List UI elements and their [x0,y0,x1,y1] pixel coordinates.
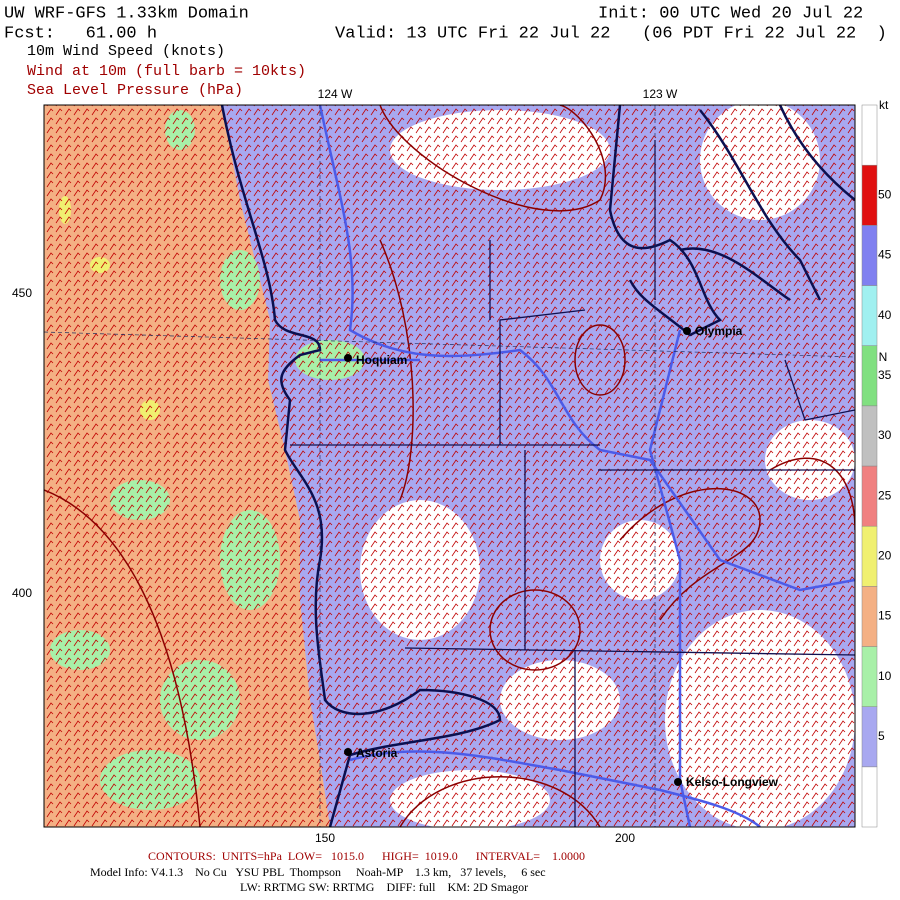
city-markers [344,327,691,786]
model-info: Model Info: V4.1.3 No Cu YSU PBL Thompso… [90,865,546,879]
init-time: Init: 00 UTC Wed 20 Jul 22 [598,4,863,23]
title: UW WRF-GFS 1.33km Domain [4,4,249,23]
colorbar-label: 25 [878,488,892,502]
local-time: (06 PDT Fri 22 Jul 22 ) [642,24,887,43]
colorbar-label: 20 [878,548,892,562]
colorbar-label: 5 [878,729,885,743]
colorbar-label: 30 [878,428,892,442]
colorbar-label: 50 [878,187,892,201]
physics-info: LW: RRTMG SW: RRTMG DIFF: full KM: 2D Sm… [240,880,528,894]
colorbar-bin [861,164,878,226]
field-label: 10m Wind Speed (knots) [27,43,225,60]
city-label: Hoquiam [356,353,407,367]
colorbar-bin [861,706,878,768]
colorbar-bin [861,225,878,286]
pressure-label: Sea Level Pressure (hPa) [27,82,243,99]
colorbar-label: 15 [878,609,892,623]
colorbar-bin [861,586,878,647]
colorbar-bin [861,646,878,707]
colorbar-label: 10 [878,669,892,683]
colorbar-label: 40 [878,308,892,322]
colorbar-unit: kt [879,98,889,112]
colorbar-bin [861,104,878,166]
colorbar-bin [861,405,878,467]
colorbar-label: 45 [878,248,892,262]
barb-label: Wind at 10m (full barb = 10kts) [27,63,306,80]
x-label: 200 [615,831,635,845]
colorbar-bin [861,525,878,587]
map [44,105,855,827]
colorbar-bin [861,766,878,828]
colorbar-label: 35 [878,368,892,382]
contour-info: CONTOURS: UNITS=hPa LOW= 1015.0 HIGH= 10… [148,849,585,863]
lon-label: 123 W [643,87,678,101]
colorbar-bin [861,345,878,407]
map-frame [43,104,856,828]
forecast-hour: Fcst: 61.00 h [4,24,157,43]
lon-label: 124 W [318,87,353,101]
city-label: Astoria [356,746,398,760]
y-label: 400 [12,586,32,600]
valid-time: Valid: 13 UTC Fri 22 Jul 22 [335,24,610,43]
colorbar-bin [861,285,878,346]
x-label: 150 [315,831,335,845]
y-label: 450 [12,286,32,300]
city-label: Olympia [695,324,743,338]
colorbar-bin [861,465,878,527]
city-label: Kelso-Longview [686,775,779,789]
colorbar [861,104,878,828]
